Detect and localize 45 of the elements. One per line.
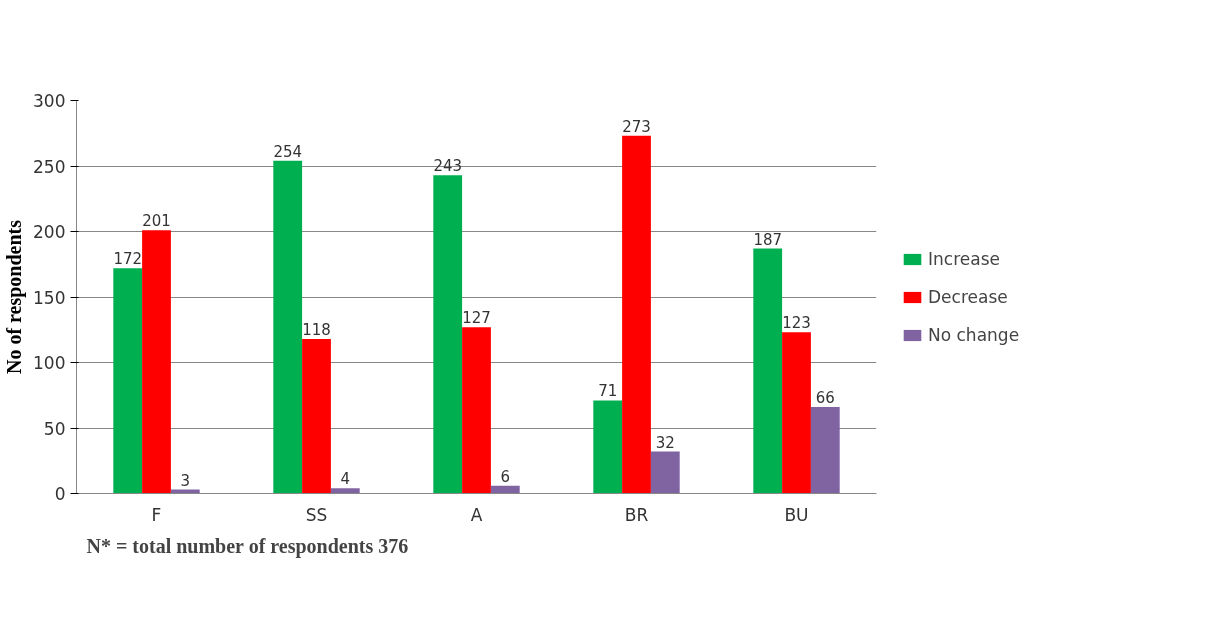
data-label: 118	[302, 320, 331, 339]
bar	[330, 488, 360, 494]
data-label: 3	[180, 471, 191, 490]
data-label: 254	[273, 142, 303, 161]
y-tick-label: 50	[43, 418, 66, 439]
data-label: 71	[598, 382, 618, 401]
y-tick-label: 100	[33, 353, 66, 373]
text: N* = total number of respondents 376	[86, 534, 409, 558]
x-tick-label: F	[151, 504, 162, 525]
y-tick-label: 300	[33, 91, 66, 111]
bar	[302, 338, 331, 494]
y-tick-label: 200	[33, 222, 66, 242]
bar	[142, 230, 171, 494]
legend-label: Increase	[928, 248, 1000, 269]
x-tick-label: BU	[784, 504, 809, 525]
data-label: 66	[815, 389, 835, 408]
y-tick-label: 0	[54, 484, 66, 504]
y-tick-label: 150	[33, 287, 66, 308]
x-tick-label: BR	[624, 504, 649, 525]
bar	[622, 135, 651, 494]
data-label: 273	[622, 117, 651, 136]
data-label: 187	[753, 230, 783, 249]
bar	[273, 160, 303, 494]
y-tick-label: 250	[33, 156, 66, 177]
legend-label: No change	[928, 324, 1020, 345]
data-label: 32	[655, 433, 675, 452]
data-label: 4	[340, 470, 351, 489]
x-tick-label: SS	[305, 504, 328, 525]
bar	[782, 332, 811, 494]
data-label: 123	[782, 314, 811, 333]
bar	[593, 400, 623, 494]
bar	[462, 327, 491, 494]
data-label: 172	[113, 250, 143, 269]
bar	[650, 451, 680, 494]
bar	[810, 407, 840, 494]
x-tick-label: A	[470, 504, 483, 525]
legend-label: Decrease	[928, 286, 1008, 307]
bar	[433, 175, 463, 494]
bar	[753, 248, 783, 494]
data-label: 201	[142, 212, 171, 231]
data-label: 6	[500, 467, 511, 486]
bar	[113, 268, 143, 494]
data-label: 127	[462, 309, 491, 328]
y-axis-title: No of respondents	[3, 219, 27, 375]
bar	[490, 485, 520, 494]
